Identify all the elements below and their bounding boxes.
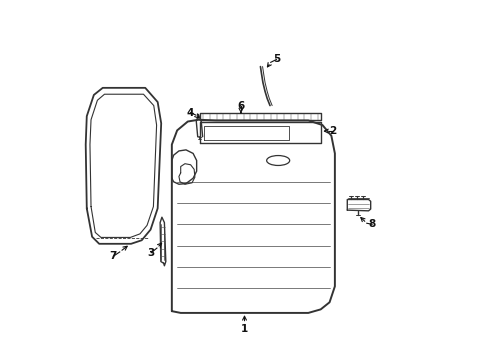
Text: 4: 4 <box>186 108 194 118</box>
Text: 3: 3 <box>147 248 155 258</box>
Text: 5: 5 <box>272 54 280 64</box>
Text: 7: 7 <box>109 251 117 261</box>
Text: 2: 2 <box>329 126 336 136</box>
Text: 8: 8 <box>368 219 375 229</box>
Text: 6: 6 <box>237 100 244 111</box>
Text: 1: 1 <box>241 324 247 334</box>
